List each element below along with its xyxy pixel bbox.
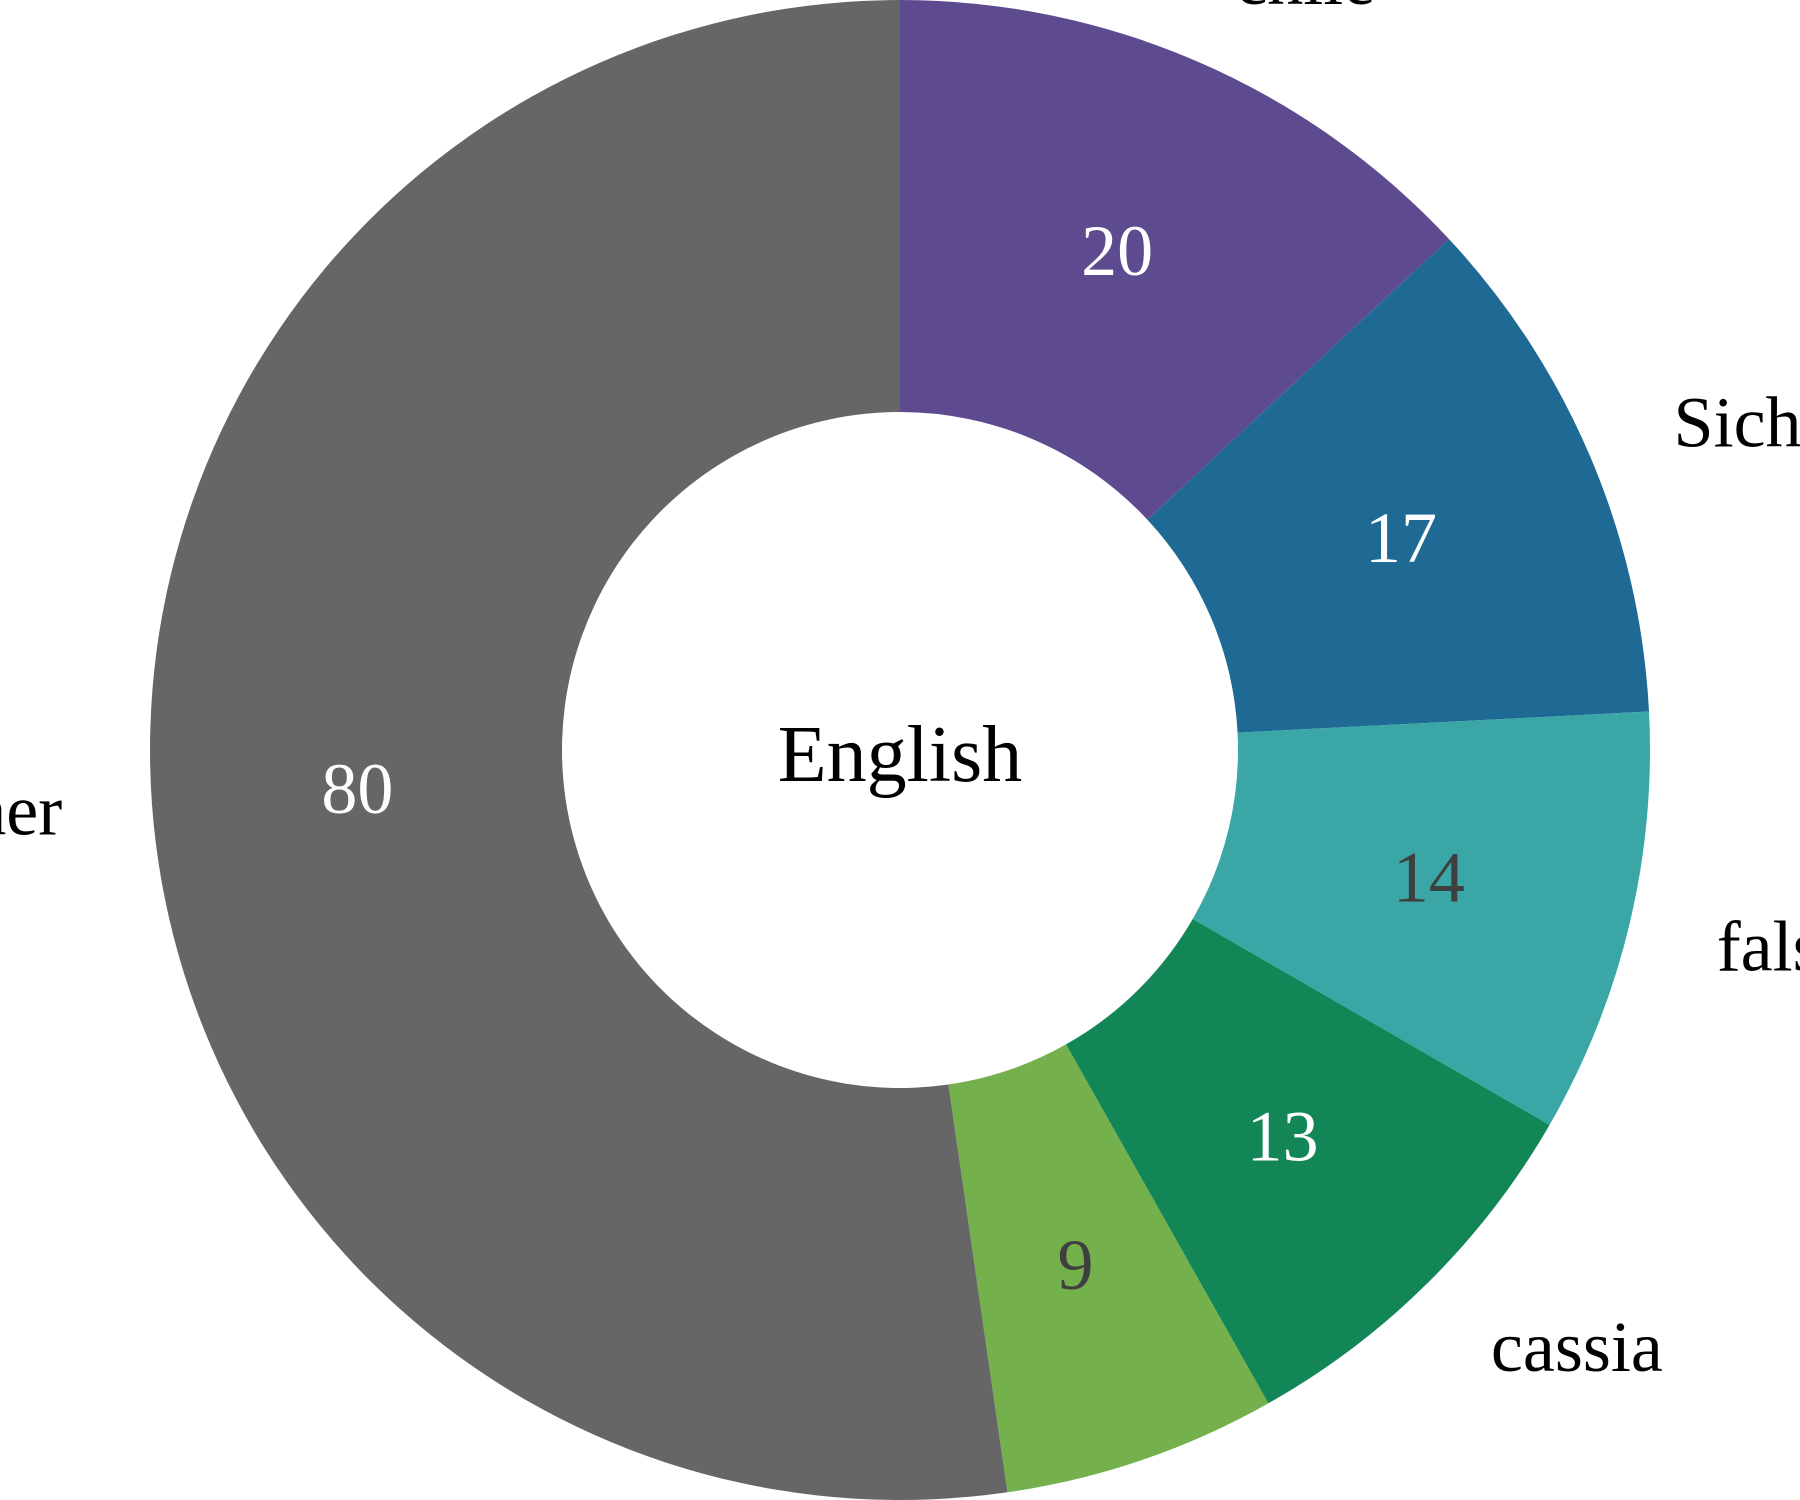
slices-group — [150, 0, 1650, 1500]
slice-sichuan — [1147, 239, 1650, 733]
value-label-cassia: 13 — [1247, 1097, 1319, 1177]
value-label-other: 80 — [321, 749, 393, 829]
center-label: English — [778, 711, 1022, 799]
slice-label-other: other — [0, 770, 62, 850]
value-label-allspice: 9 — [1058, 1225, 1094, 1305]
value-label-chile: 20 — [1081, 211, 1153, 291]
slice-label-chile: chile — [1235, 0, 1375, 20]
slice-allspice — [948, 1044, 1269, 1493]
value-labels-group: 20 17 14 13 9 80 — [321, 211, 1464, 1305]
slice-cassia — [1065, 919, 1550, 1404]
slice-other — [150, 0, 1008, 1500]
value-label-false: 14 — [1393, 837, 1465, 917]
slice-label-false: false — [1717, 907, 1800, 987]
value-label-sichuan: 17 — [1365, 498, 1437, 578]
slice-label-cassia: cassia — [1491, 1307, 1663, 1387]
slice-chile — [900, 0, 1450, 520]
slice-false — [1192, 711, 1650, 1125]
slice-label-sichuan: Sichuan — [1674, 383, 1800, 463]
